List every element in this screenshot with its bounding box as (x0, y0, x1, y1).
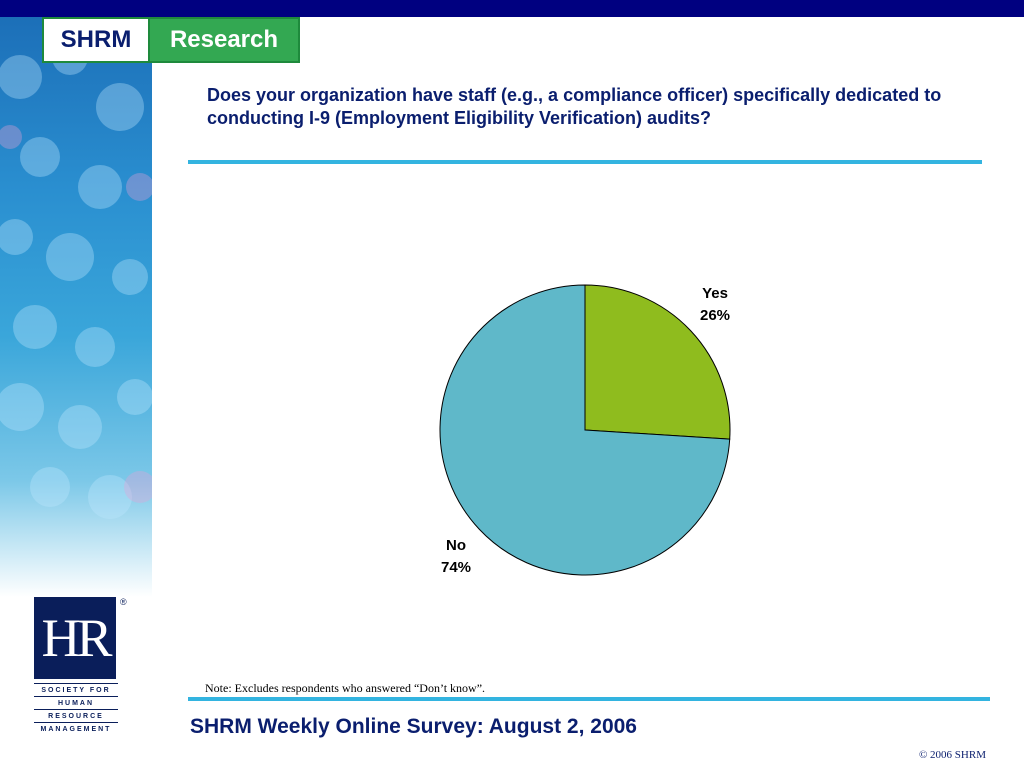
top-bar (0, 0, 1024, 17)
pie-label-yes-value: 26% (699, 307, 731, 324)
pie-label-no-value: 74% (440, 559, 472, 576)
hr-logo-line: RESOURCE (34, 709, 118, 722)
bokeh-background (0, 39, 152, 519)
hr-logo-mark: HR (34, 597, 116, 679)
footer-title: SHRM Weekly Online Survey: August 2, 200… (190, 715, 637, 738)
hr-logo-line: MANAGEMENT (34, 722, 118, 735)
pie-label-no: No 74% (421, 535, 491, 579)
pie-label-no-category: No (446, 537, 466, 554)
copyright-text: © 2006 SHRM (918, 749, 986, 761)
pie-slice-no (439, 284, 731, 576)
hr-logo-line: SOCIETY FOR (34, 683, 118, 696)
pie-chart (439, 284, 731, 576)
survey-question: Does your organization have staff (e.g.,… (207, 85, 942, 128)
logo-shrm-text: SHRM (44, 19, 150, 61)
logo-research-text: Research (150, 19, 298, 61)
pie-label-yes: Yes 26% (680, 283, 750, 327)
pie-label-yes-category: Yes (702, 285, 728, 302)
divider-top (188, 160, 982, 164)
divider-bottom (188, 697, 990, 701)
shrm-research-logo: SHRM Research (42, 17, 300, 63)
pie-slice-yes (584, 284, 731, 440)
registered-mark: ® (120, 597, 127, 607)
hr-society-logo: HR ® SOCIETY FOR HUMAN RESOURCE MANAGEME… (34, 597, 127, 735)
hr-logo-text: SOCIETY FOR HUMAN RESOURCE MANAGEMENT (34, 683, 118, 735)
hr-logo-line: HUMAN (34, 696, 118, 709)
side-decorative-panel (0, 17, 152, 597)
note-text: Note: Excludes respondents who answered … (205, 681, 486, 695)
